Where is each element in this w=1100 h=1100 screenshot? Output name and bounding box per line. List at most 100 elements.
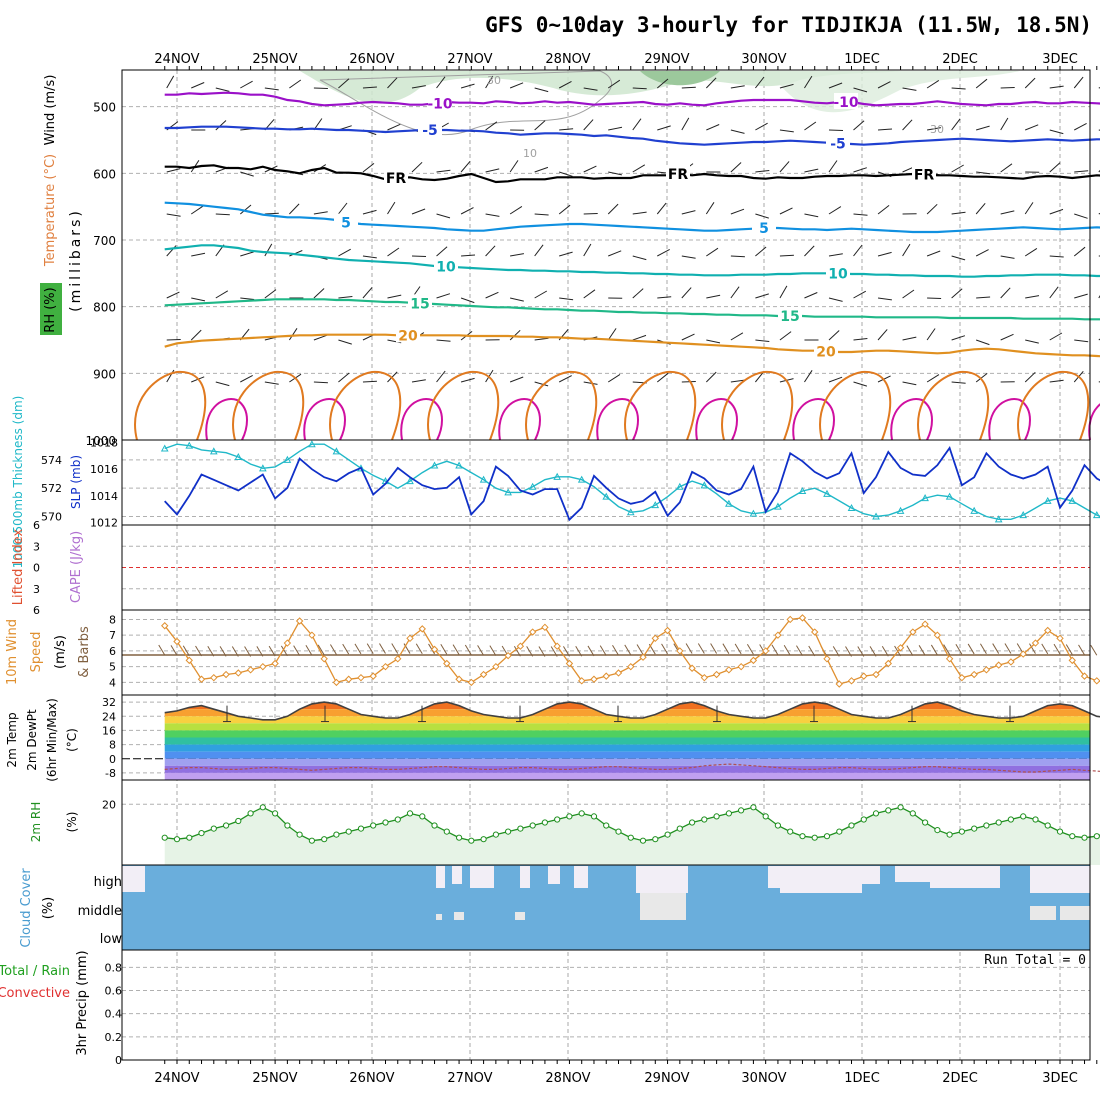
rh-tick: 20 bbox=[102, 798, 116, 811]
wind-barb bbox=[657, 125, 671, 131]
cloud-gap bbox=[548, 866, 560, 884]
wind10m-barb bbox=[489, 645, 497, 656]
wind-barb bbox=[607, 328, 617, 341]
pressure-tick: 700 bbox=[93, 234, 116, 248]
wind-barb bbox=[656, 78, 669, 89]
wind-barb bbox=[1049, 379, 1064, 383]
thickness-marker bbox=[308, 440, 316, 448]
wind-barb bbox=[877, 329, 888, 341]
wind-barb bbox=[191, 297, 206, 302]
wind-barb bbox=[975, 339, 990, 346]
wind10m-marker bbox=[1044, 626, 1052, 635]
rh-marker bbox=[689, 819, 696, 826]
slp-tick: 1018 bbox=[90, 437, 118, 450]
wind-barb bbox=[338, 372, 350, 383]
cloud-gap bbox=[122, 866, 145, 892]
wind-barb bbox=[1024, 202, 1034, 215]
rh-marker bbox=[456, 834, 463, 841]
wind-barb bbox=[1074, 170, 1089, 173]
wind-barb bbox=[656, 372, 669, 383]
rh-marker bbox=[321, 836, 328, 843]
thickness-tick: 570 bbox=[41, 511, 62, 524]
thickness-marker bbox=[945, 492, 954, 500]
low-level-contour bbox=[303, 398, 346, 441]
cloud-level-label: high bbox=[94, 875, 122, 890]
thickness-marker bbox=[749, 509, 758, 517]
wind-barb bbox=[730, 162, 742, 173]
thickness-marker bbox=[553, 472, 562, 480]
rh-marker bbox=[983, 822, 990, 829]
wind-barb bbox=[362, 86, 377, 89]
wind-barb bbox=[509, 160, 519, 173]
temp-band bbox=[122, 695, 1090, 702]
wind10m-barb bbox=[330, 644, 337, 655]
wind10m-marker bbox=[921, 620, 929, 628]
thickness-marker bbox=[1019, 511, 1028, 519]
wind-barb bbox=[927, 127, 941, 131]
wind-barb bbox=[828, 376, 843, 383]
pressure-tick: 600 bbox=[93, 167, 116, 181]
contour-label: -5 bbox=[422, 123, 438, 139]
wind10m-marker bbox=[492, 662, 500, 671]
wind10m-marker bbox=[1068, 656, 1076, 665]
wind-barb bbox=[559, 297, 574, 301]
low-level-contour bbox=[624, 370, 697, 441]
rh-marker bbox=[357, 825, 365, 832]
thickness-marker bbox=[921, 494, 929, 502]
wind-barb bbox=[1024, 371, 1036, 383]
wind-barb bbox=[509, 376, 524, 383]
wind10m-marker bbox=[173, 637, 181, 646]
rh-marker bbox=[259, 804, 266, 811]
wind-barb bbox=[730, 85, 745, 89]
wind-barb bbox=[1074, 293, 1088, 299]
wind10m-marker bbox=[774, 631, 782, 639]
low-level-contour bbox=[988, 398, 1031, 441]
rh-marker bbox=[296, 831, 303, 838]
wind-barb bbox=[411, 161, 423, 173]
day-label-bottom: 28NOV bbox=[545, 1071, 590, 1086]
thickness-marker bbox=[430, 461, 439, 469]
rh-legend-swatch bbox=[40, 283, 62, 335]
wind-barb bbox=[951, 164, 964, 173]
wind10m-barb bbox=[967, 643, 975, 655]
wind-barb bbox=[902, 289, 915, 299]
wind10m-marker bbox=[283, 639, 292, 647]
cloud-gap bbox=[780, 866, 862, 893]
wind-barb bbox=[681, 86, 696, 89]
wind10m-marker bbox=[1019, 650, 1027, 658]
wind-barb bbox=[681, 381, 696, 383]
wind-barb bbox=[411, 379, 426, 383]
rh-marker bbox=[664, 831, 671, 838]
temp-band bbox=[164, 772, 1090, 780]
rh-marker bbox=[701, 816, 708, 823]
wind-tick: 5 bbox=[109, 661, 116, 674]
thickness-marker bbox=[725, 499, 733, 507]
day-label-top: 30NOV bbox=[741, 52, 786, 67]
wind10m-barb bbox=[391, 643, 399, 654]
thickness-marker bbox=[1092, 511, 1100, 519]
wind-barb bbox=[1073, 246, 1086, 257]
wind-barb bbox=[1000, 163, 1013, 173]
wind-barb bbox=[534, 166, 549, 173]
wind-barb bbox=[191, 252, 206, 257]
thickness-marker bbox=[994, 515, 1003, 523]
rh-marker bbox=[431, 822, 438, 829]
wind-barb bbox=[239, 204, 252, 215]
wind10m-marker bbox=[418, 625, 426, 633]
rh-marker bbox=[897, 804, 904, 811]
thickness-tick: 574 bbox=[41, 454, 62, 467]
wind-barb bbox=[509, 82, 524, 89]
thickness-line bbox=[164, 443, 1100, 520]
wind10m-marker bbox=[185, 656, 193, 665]
wind10m-marker bbox=[1056, 634, 1064, 643]
contour-label-bg bbox=[752, 219, 776, 235]
wind-barb bbox=[951, 255, 966, 261]
cloud-level-label: middle bbox=[78, 904, 122, 919]
wind-barb bbox=[166, 75, 175, 89]
axis-label-li: Lifted Index bbox=[11, 528, 26, 605]
rh-marker bbox=[615, 828, 622, 835]
rh-marker bbox=[210, 825, 217, 832]
day-label-bottom: 27NOV bbox=[447, 1071, 492, 1086]
wind-barb bbox=[240, 171, 254, 177]
